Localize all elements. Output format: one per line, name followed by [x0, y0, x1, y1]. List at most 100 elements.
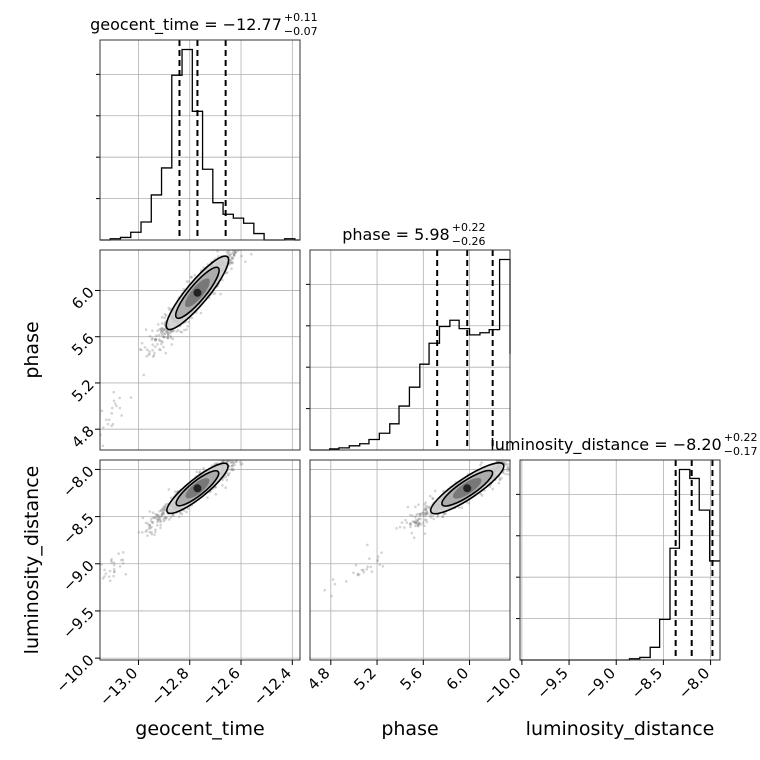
scatter-point	[488, 485, 492, 488]
scatter-point	[504, 472, 507, 476]
scatter-point	[186, 507, 190, 510]
scatter-point	[236, 454, 239, 457]
scatter-point	[480, 494, 484, 497]
scatter-point	[479, 492, 483, 496]
scatter-point	[506, 467, 510, 470]
scatter-point	[138, 348, 142, 351]
scatter-point	[330, 594, 333, 598]
scatter-point	[112, 567, 116, 571]
scatter-point	[155, 513, 159, 517]
scatter-point	[226, 244, 229, 247]
scatter-point	[230, 261, 234, 265]
scatter-point	[163, 515, 167, 519]
scatter-point	[151, 349, 154, 352]
scatter-point	[154, 337, 157, 341]
scatter-point	[172, 329, 175, 333]
scatter-point	[112, 390, 115, 394]
scatter-point	[236, 244, 239, 247]
scatter-point	[234, 251, 237, 254]
scatter-point	[507, 468, 510, 472]
scatter-point	[230, 453, 233, 456]
scatter-point	[158, 348, 161, 351]
scatter-point	[161, 326, 164, 330]
scatter-point	[235, 241, 238, 244]
scatter-point	[226, 473, 230, 477]
scatter-point	[517, 457, 520, 460]
scatter-point	[171, 337, 175, 341]
scatter-point	[424, 513, 428, 517]
scatter-point	[510, 457, 513, 460]
y-tick-label: −9.5	[59, 604, 97, 642]
scatter-point	[141, 516, 145, 520]
title-value: luminosity_distance = −8.20	[490, 435, 721, 455]
scatter-point	[554, 419, 557, 422]
scatter-point	[424, 518, 428, 522]
scatter-point	[118, 396, 121, 400]
joint-content	[81, 422, 273, 593]
scatter-point	[112, 570, 116, 573]
scatter-point	[146, 534, 149, 537]
scatter-point	[423, 524, 426, 528]
scatter-point	[162, 510, 165, 514]
scatter-point	[543, 432, 546, 435]
scatter-point	[267, 428, 270, 431]
scatter-point	[467, 501, 471, 505]
scatter-point	[157, 338, 161, 341]
scatter-point	[491, 487, 495, 491]
scatter-point	[237, 237, 240, 240]
scatter-point	[149, 526, 152, 530]
scatter-point	[107, 575, 111, 578]
scatter-point	[228, 254, 231, 257]
scatter-point	[231, 461, 234, 465]
scatter-point	[360, 568, 364, 572]
scatter-point	[193, 273, 196, 277]
scatter-point	[121, 561, 125, 565]
scatter-point	[423, 532, 427, 535]
scatter-point	[153, 516, 156, 519]
scatter-point	[270, 422, 273, 425]
scatter-point	[495, 460, 499, 463]
scatter-point	[159, 519, 162, 523]
scatter-point	[246, 452, 249, 455]
scatter-point	[323, 588, 326, 592]
scatter-point	[146, 522, 150, 525]
scatter-point	[235, 242, 238, 245]
panel-frame	[99, 39, 301, 241]
scatter-point	[262, 440, 265, 443]
scatter-point	[190, 316, 194, 320]
scatter-point	[161, 331, 165, 334]
scatter-point	[142, 373, 146, 377]
scatter-point	[425, 520, 429, 524]
title-value: geocent_time = −12.77	[90, 15, 282, 35]
scatter-point	[398, 525, 402, 529]
scatter-point	[247, 227, 250, 230]
scatter-point	[190, 276, 193, 279]
scatter-point	[419, 513, 422, 516]
scatter-point	[148, 525, 151, 528]
scatter-point	[145, 355, 148, 358]
density-peak	[463, 484, 472, 493]
panel-frame	[519, 459, 721, 661]
scatter-point	[247, 438, 250, 441]
scatter-point	[163, 506, 167, 509]
scatter-point	[424, 512, 427, 516]
scatter-point	[151, 329, 154, 332]
scatter-point	[81, 590, 84, 593]
scatter-point	[177, 515, 181, 519]
scatter-point	[514, 462, 517, 465]
scatter-point	[417, 517, 421, 520]
scatter-point	[352, 571, 355, 575]
scatter-point	[164, 329, 168, 332]
scatter-point	[230, 445, 233, 448]
x-tick-label: −8.0	[675, 664, 713, 702]
scatter-point	[519, 454, 522, 457]
scatter-point	[368, 557, 371, 560]
scatter-point	[231, 257, 235, 260]
scatter-point	[169, 496, 173, 500]
scatter-point	[418, 512, 422, 516]
scatter-point	[230, 267, 233, 271]
scatter-point	[228, 262, 232, 266]
scatter-point	[221, 278, 224, 282]
scatter-point	[415, 520, 419, 524]
scatter-point	[255, 228, 258, 231]
